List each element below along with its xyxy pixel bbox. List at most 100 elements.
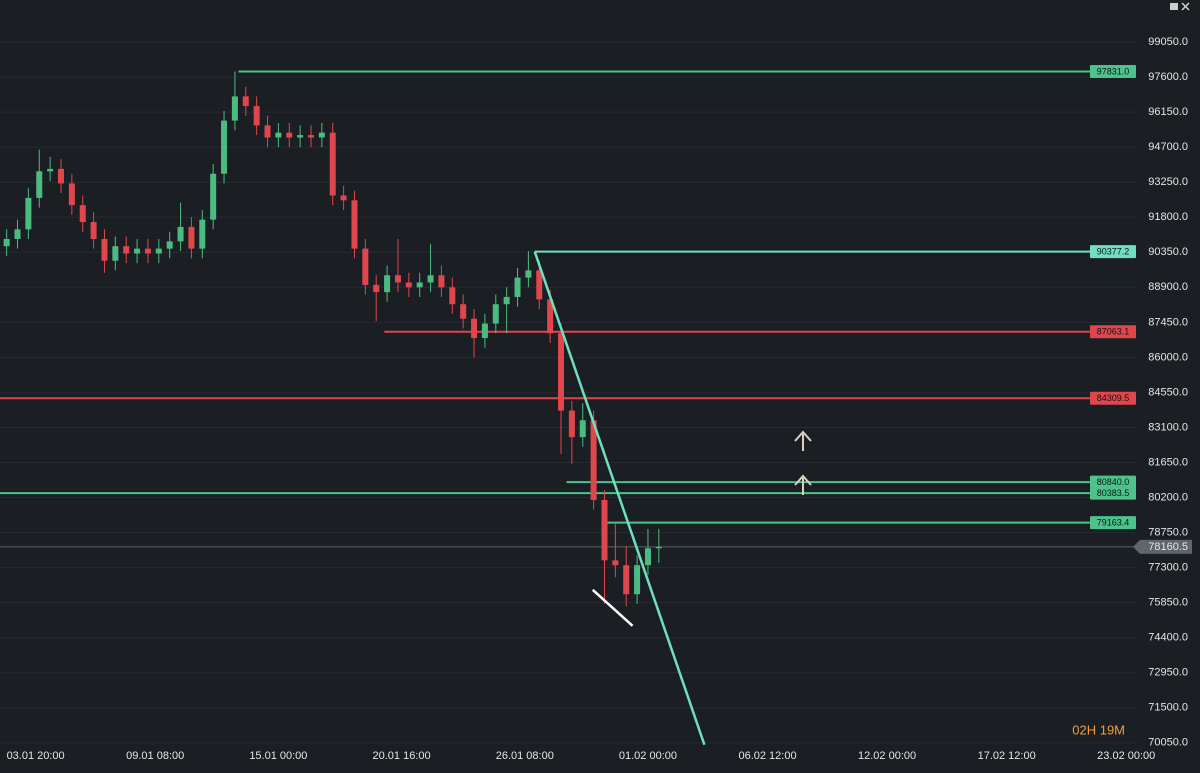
candle-body [231, 96, 238, 121]
candle-body [101, 238, 108, 261]
level-tag-label: 97831.0 [1097, 66, 1130, 76]
candle-body [275, 132, 282, 138]
y-tick-label: 97600.0 [1148, 71, 1188, 83]
candle-body [318, 132, 325, 138]
candle-body [655, 546, 662, 549]
candle-body [307, 135, 314, 138]
candle-body [644, 548, 651, 566]
candle-body [79, 205, 86, 223]
x-tick-label: 09.01 08:00 [126, 750, 184, 762]
candle-body [144, 248, 151, 254]
window-controls[interactable] [1170, 2, 1190, 11]
y-tick-label: 75850.0 [1148, 597, 1188, 609]
level-tag [1090, 391, 1136, 405]
candle-body [601, 499, 608, 561]
candle-body [166, 241, 173, 249]
candle-body [568, 410, 575, 438]
candle-body [449, 287, 456, 305]
candle-body [536, 270, 543, 300]
candle-body [405, 282, 412, 288]
level-tag-label: 90377.2 [1097, 246, 1130, 256]
y-tick-label: 78750.0 [1148, 526, 1188, 538]
x-tick-label: 17.02 12:00 [978, 750, 1036, 762]
candle-body [253, 106, 260, 126]
x-tick-label: 26.01 08:00 [496, 750, 554, 762]
trendline [533, 251, 706, 746]
candle-body [123, 246, 130, 254]
candle-body [634, 565, 641, 595]
candle-body [25, 197, 32, 230]
level-tag [1090, 475, 1136, 489]
candle-body [394, 275, 401, 283]
y-tick-label: 88900.0 [1148, 281, 1188, 293]
candle-body [264, 125, 271, 138]
last-price-tag [1133, 539, 1192, 554]
candle-body [210, 173, 217, 220]
candle-body [373, 284, 380, 293]
level-tag-label: 80383.5 [1097, 488, 1130, 498]
candle-body [514, 277, 521, 297]
candle-body [557, 333, 564, 411]
x-tick-label: 03.01 20:00 [7, 750, 65, 762]
candle-body [579, 420, 586, 438]
candle-body [481, 323, 488, 339]
y-tick-label: 72950.0 [1148, 667, 1188, 679]
candle-body [3, 238, 10, 247]
y-tick-label: 87450.0 [1148, 316, 1188, 328]
candle-body [351, 200, 358, 249]
level-tag-label: 79163.4 [1097, 517, 1130, 527]
candle-body [36, 171, 43, 198]
level-tag [1090, 245, 1136, 259]
y-tick-label: 77300.0 [1148, 562, 1188, 574]
candle-body [547, 299, 554, 334]
candle-body [14, 229, 21, 239]
x-tick-label: 01.02 00:00 [619, 750, 677, 762]
candle-body [286, 132, 293, 138]
candle-body [438, 275, 445, 288]
y-tick-label: 96150.0 [1148, 106, 1188, 118]
level-tag [1090, 325, 1136, 339]
candle-body [155, 248, 162, 254]
candle-body [590, 420, 597, 500]
x-tick-label: 20.01 16:00 [373, 750, 431, 762]
y-tick-label: 71500.0 [1148, 702, 1188, 714]
candle-body [362, 248, 369, 285]
candle-body [427, 275, 434, 283]
candle-body [297, 135, 304, 138]
y-tick-label: 74400.0 [1148, 632, 1188, 644]
candle-body [525, 270, 532, 278]
candle-body [221, 120, 228, 174]
last-price-label: 78160.5 [1148, 541, 1188, 553]
y-tick-label: 91800.0 [1148, 211, 1188, 223]
y-tick-label: 84550.0 [1148, 386, 1188, 398]
y-tick-label: 90350.0 [1148, 246, 1188, 258]
x-tick-label: 15.01 00:00 [249, 750, 307, 762]
candle-body [112, 246, 119, 261]
level-tag-label: 84309.5 [1097, 393, 1130, 403]
candle-body [177, 226, 184, 242]
candle-body [329, 132, 336, 196]
y-tick-label: 86000.0 [1148, 351, 1188, 363]
x-tick-label: 23.02 00:00 [1097, 750, 1155, 762]
candle-body [90, 222, 97, 239]
y-tick-label: 83100.0 [1148, 421, 1188, 433]
countdown: 02H 19M [1072, 722, 1125, 737]
candle-body [188, 226, 195, 249]
x-tick-label: 06.02 12:00 [738, 750, 796, 762]
candle-body [503, 296, 510, 305]
candle-body [57, 168, 64, 184]
y-tick-label: 99050.0 [1148, 36, 1188, 48]
candle-body [242, 96, 249, 107]
candle-body [134, 248, 141, 254]
candle-body [623, 565, 630, 595]
level-tag-label: 87063.1 [1097, 327, 1130, 337]
candle-body [492, 304, 499, 324]
candle-body [199, 219, 206, 249]
level-tag [1090, 65, 1136, 79]
candle-body [471, 318, 478, 339]
candle-body [384, 275, 391, 293]
candle-body [68, 183, 75, 206]
candle-body [612, 560, 619, 566]
